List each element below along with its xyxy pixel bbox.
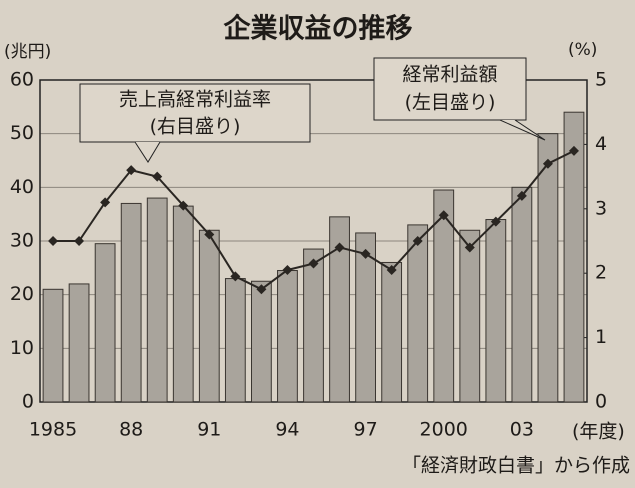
bar [277,270,298,403]
bar [563,111,585,403]
y-tick-label: 20 [10,283,34,305]
bar [537,133,559,403]
x-tick-label: 91 [197,419,221,441]
annotation: 売上高経常利益率 [119,89,271,111]
y-tick-label: 10 [10,337,34,359]
y-tick-label: 50 [10,122,34,144]
bar [68,283,90,403]
bar [172,205,194,403]
marker [126,165,137,176]
marker [516,190,527,201]
marker [48,236,59,246]
x-tick-label: 2000 [420,419,468,441]
y2-tick-label: 4 [595,133,607,155]
x-tick-label: 88 [119,419,143,441]
x-tick-label: 97 [354,419,378,441]
marker [438,210,449,221]
annotation: (左目盛り) [405,92,496,114]
chart-title: 企業収益の推移 [224,13,413,45]
marker [152,171,163,182]
bar [94,243,116,403]
bar [459,229,481,403]
annotation: (右目盛り) [150,116,241,138]
bar [433,189,455,403]
bar [381,261,403,403]
callout-pointer [134,141,161,163]
x-tick-label: 03 [510,419,534,441]
y-tick-label: 0 [22,391,34,413]
y-tick-label: 60 [10,69,34,91]
marker [464,242,475,253]
marker [230,271,241,282]
marker [542,158,553,169]
callout-box [373,57,527,121]
marker [568,145,579,156]
bar [42,288,64,403]
y2-tick-label: 0 [595,391,607,413]
marker [256,284,267,295]
y2-tick-label: 3 [595,197,607,219]
bar [329,216,350,403]
y2-tick-label: 2 [595,262,607,284]
bar [120,202,142,403]
bar [251,280,272,403]
bar [355,232,376,403]
y2-tick-label: 1 [595,326,607,348]
bar [511,186,533,403]
marker [204,229,215,240]
bar [407,224,429,403]
marker [490,216,501,227]
marker [308,258,319,269]
x-axis-label: (年度) [572,421,625,443]
y-tick-label: 40 [10,176,34,198]
marker [412,236,423,246]
bar [485,219,507,403]
callout-pointer [499,119,546,141]
y-tick-label: 30 [10,230,34,252]
marker [282,264,293,275]
marker [178,200,189,211]
source: 「経済財政白書」から作成 [402,455,630,477]
marker [360,248,371,259]
marker [100,197,111,208]
annotation: 経常利益額 [402,64,497,86]
x-tick-label: 94 [275,419,299,441]
y-axis-label: (兆円) [4,42,51,62]
y2-axis-label: (%) [568,40,597,60]
y2-tick-label: 5 [595,69,607,91]
bar [146,197,168,403]
marker [334,242,345,253]
bar [303,248,324,403]
bar [224,278,246,403]
marker [74,236,85,246]
callout-box [79,83,311,143]
bar [198,229,220,403]
x-tick-label: 1985 [29,419,77,441]
marker [386,264,397,275]
